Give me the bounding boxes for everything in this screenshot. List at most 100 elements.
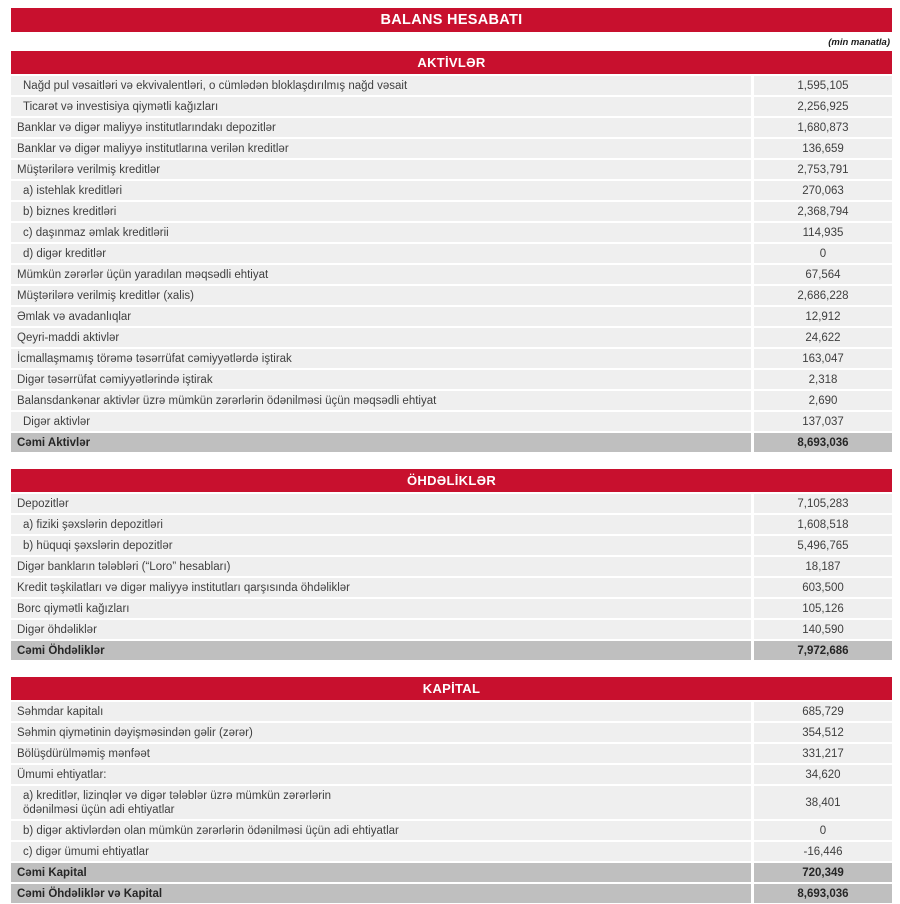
table-row: Borc qiymətli kağızları 105,126 — [11, 599, 892, 618]
row-label: Müştərilərə verilmiş kreditlər (xalis) — [11, 286, 751, 305]
row-value: 105,126 — [754, 599, 892, 618]
row-label: a) fiziki şəxslərin depozitləri — [11, 515, 751, 534]
row-label: Balansdankənar aktivlər üzrə mümkün zərə… — [11, 391, 751, 410]
total-row: Cəmi Aktivlər 8,693,036 — [11, 433, 892, 452]
table-row: a) istehlak kreditləri 270,063 — [11, 181, 892, 200]
row-value: 2,690 — [754, 391, 892, 410]
row-value: 67,564 — [754, 265, 892, 284]
row-value: 2,256,925 — [754, 97, 892, 116]
table-row: Mümkün zərərlər üçün yaradılan məqsədli … — [11, 265, 892, 284]
row-value: 12,912 — [754, 307, 892, 326]
row-value: 270,063 — [754, 181, 892, 200]
row-label: c) daşınmaz əmlak kreditlərii — [11, 223, 751, 242]
table-row: Bölüşdürülməmiş mənfəət 331,217 — [11, 744, 892, 763]
row-label: Banklar və digər maliyyə institutlarında… — [11, 118, 751, 137]
table-row: c) digər ümumi ehtiyatlar -16,446 — [11, 842, 892, 861]
row-value: 8,693,036 — [754, 433, 892, 452]
row-value: 8,693,036 — [754, 884, 892, 903]
table-row: b) hüquqi şəxslərin depozitlər 5,496,765 — [11, 536, 892, 555]
row-value: 163,047 — [754, 349, 892, 368]
section-ohdelikler: ÖHDƏLİKLƏR Depozitlər 7,105,283 a) fiziki ş… — [11, 469, 892, 660]
section-kapital: KAPİTAL Səhmdar kapitalı 685,729 Səhmin qiy… — [11, 677, 892, 903]
row-label: Depozitlər — [11, 494, 751, 513]
table-row: Digər öhdəliklər 140,590 — [11, 620, 892, 639]
table-row: Digər təsərrüfat cəmiyyətlərində iştirak… — [11, 370, 892, 389]
row-value: 136,659 — [754, 139, 892, 158]
row-label: Digər bankların tələbləri (“Loro” hesabl… — [11, 557, 751, 576]
table-row: Kredit təşkilatları və digər maliyyə ins… — [11, 578, 892, 597]
row-value: 24,622 — [754, 328, 892, 347]
table-row: Müştərilərə verilmiş kreditlər (xalis) 2,… — [11, 286, 892, 305]
row-label: Cəmi Öhdəliklər və Kapital — [11, 884, 751, 903]
row-value: 354,512 — [754, 723, 892, 742]
unit-note: (min manatla) — [828, 37, 890, 48]
report-title-bar: BALANS HESABATI — [11, 8, 892, 32]
row-label: Ümumi ehtiyatlar: — [11, 765, 751, 784]
table-row: Balansdankənar aktivlər üzrə mümkün zərə… — [11, 391, 892, 410]
section-header-kapital: KAPİTAL — [11, 677, 892, 700]
row-label: Bölüşdürülməmiş mənfəət — [11, 744, 751, 763]
section-header-ohdelikler: ÖHDƏLİKLƏR — [11, 469, 892, 492]
row-label: Qeyri-maddi aktivlər — [11, 328, 751, 347]
table-row: Digər aktivlər 137,037 — [11, 412, 892, 431]
row-value: 38,401 — [754, 786, 892, 819]
total-row: Cəmi Kapital 720,349 — [11, 863, 892, 882]
row-label: d) digər kreditlər — [11, 244, 751, 263]
table-row: d) digər kreditlər 0 — [11, 244, 892, 263]
table-row: Depozitlər 7,105,283 — [11, 494, 892, 513]
table-row: Banklar və digər maliyyə institutlarında… — [11, 118, 892, 137]
table-row: Banklar və digər maliyyə institutlarına … — [11, 139, 892, 158]
total-row: Cəmi Öhdəliklər və Kapital 8,693,036 — [11, 884, 892, 903]
section-header-aktivler: AKTİVLƏR — [11, 51, 892, 74]
row-label: Digər öhdəliklər — [11, 620, 751, 639]
row-value: 0 — [754, 244, 892, 263]
row-value: 2,753,791 — [754, 160, 892, 179]
row-value: 2,368,794 — [754, 202, 892, 221]
table-row: Nağd pul vəsaitləri və ekvivalentləri, o… — [11, 76, 892, 95]
table-row: Ticarət və investisiya qiymətli kağızlar… — [11, 97, 892, 116]
row-label: a) istehlak kreditləri — [11, 181, 751, 200]
table-row: Digər bankların tələbləri (“Loro” hesabl… — [11, 557, 892, 576]
row-label: İcmallaşmamış törəmə təsərrüfat cəmiyyət… — [11, 349, 751, 368]
table-row: Səhmin qiymətinin dəyişməsindən gəlir (z… — [11, 723, 892, 742]
table-row: Səhmdar kapitalı 685,729 — [11, 702, 892, 721]
row-value: 685,729 — [754, 702, 892, 721]
row-value: 7,105,283 — [754, 494, 892, 513]
row-label: b) digər aktivlərdən olan mümkün zərərlə… — [11, 821, 751, 840]
table-row: Qeyri-maddi aktivlər 24,622 — [11, 328, 892, 347]
row-label: Cəmi Öhdəliklər — [11, 641, 751, 660]
row-label: Digər təsərrüfat cəmiyyətlərində iştirak — [11, 370, 751, 389]
row-value: 1,680,873 — [754, 118, 892, 137]
row-value: 720,349 — [754, 863, 892, 882]
row-value: 2,686,228 — [754, 286, 892, 305]
row-value: 137,037 — [754, 412, 892, 431]
table-row: İcmallaşmamış törəmə təsərrüfat cəmiyyət… — [11, 349, 892, 368]
table-row: a) fiziki şəxslərin depozitləri 1,608,518 — [11, 515, 892, 534]
row-value: 1,595,105 — [754, 76, 892, 95]
row-label: Ticarət və investisiya qiymətli kağızlar… — [11, 97, 751, 116]
row-value: -16,446 — [754, 842, 892, 861]
total-row: Cəmi Öhdəliklər 7,972,686 — [11, 641, 892, 660]
table-row: Əmlak və avadanlıqlar 12,912 — [11, 307, 892, 326]
row-value: 18,187 — [754, 557, 892, 576]
table-row: Müştərilərə verilmiş kreditlər 2,753,791 — [11, 160, 892, 179]
row-value: 1,608,518 — [754, 515, 892, 534]
row-label: Digər aktivlər — [11, 412, 751, 431]
row-label: Borc qiymətli kağızları — [11, 599, 751, 618]
row-label: Nağd pul vəsaitləri və ekvivalentləri, o… — [11, 76, 751, 95]
row-label: b) hüquqi şəxslərin depozitlər — [11, 536, 751, 555]
row-value: 5,496,765 — [754, 536, 892, 555]
section-aktivler: AKTİVLƏR Nağd pul vəsaitləri və ekvivalen… — [11, 51, 892, 452]
row-label: Banklar və digər maliyyə institutlarına … — [11, 139, 751, 158]
table-row: a) kreditlər, lizinqlər və digər tələblə… — [11, 786, 892, 819]
row-label: Müştərilərə verilmiş kreditlər — [11, 160, 751, 179]
row-value: 114,935 — [754, 223, 892, 242]
row-label: a) kreditlər, lizinqlər və digər tələblə… — [11, 786, 751, 819]
row-label: Cəmi Kapital — [11, 863, 751, 882]
row-label: b) biznes kreditləri — [11, 202, 751, 221]
row-value: 34,620 — [754, 765, 892, 784]
row-value: 140,590 — [754, 620, 892, 639]
report-title: BALANS HESABATI — [380, 12, 523, 28]
row-value: 2,318 — [754, 370, 892, 389]
row-value: 331,217 — [754, 744, 892, 763]
